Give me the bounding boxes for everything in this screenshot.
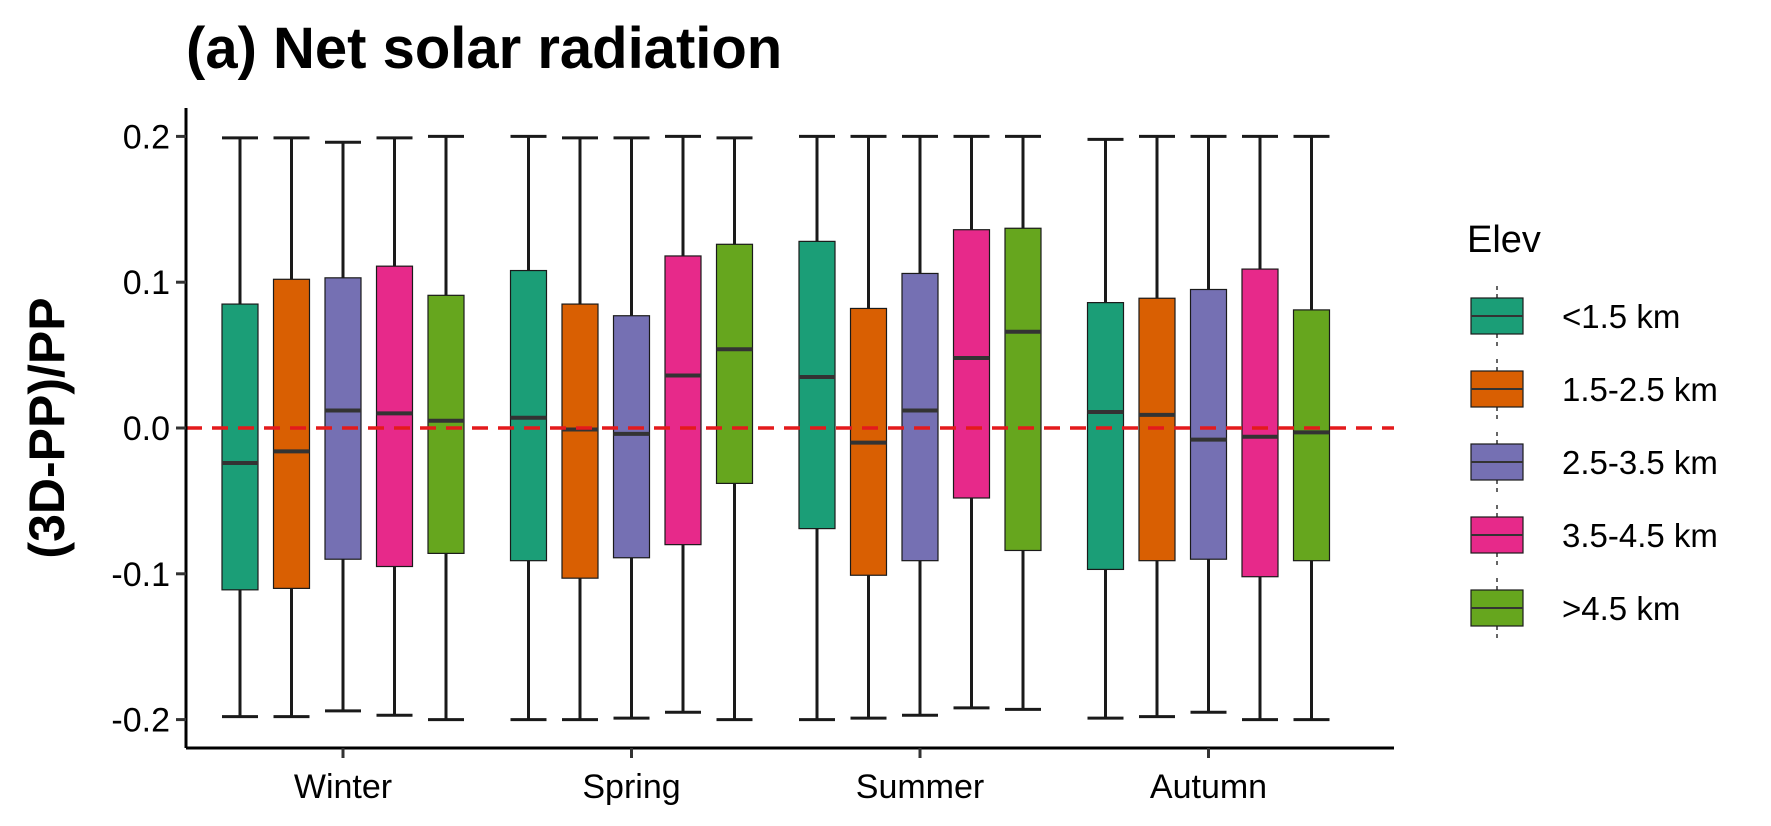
box-summer-3	[952, 134, 991, 710]
box-iqr	[901, 272, 939, 562]
box-autumn-4	[1292, 134, 1331, 722]
legend-title: Elev	[1467, 219, 1541, 261]
box-iqr	[1004, 227, 1042, 552]
box-iqr	[272, 278, 311, 589]
y-tick-label: 0.0	[123, 410, 170, 448]
x-tick-label-spring: Spring	[582, 768, 680, 806]
y-axis-label: (3D-PP)/PP	[19, 297, 75, 558]
box-spring-0	[509, 134, 548, 722]
box-summer-2	[901, 134, 939, 717]
box-autumn-0	[1086, 137, 1125, 720]
legend: Elev <1.5 km 1.5-2.5 km 2.5-3.5 km 3.5-4.5 k…	[1467, 219, 1718, 638]
box-autumn-2	[1189, 134, 1228, 714]
box-iqr	[509, 269, 548, 562]
x-tick-label-autumn: Autumn	[1150, 768, 1267, 806]
legend-label: <1.5 km	[1562, 298, 1680, 335]
box-iqr	[1292, 309, 1331, 562]
y-tick-label: 0.2	[123, 118, 170, 156]
x-tick-label-summer: Summer	[856, 768, 984, 806]
legend-item-3: 3.5-4.5 km	[1470, 505, 1718, 565]
box-iqr	[324, 277, 362, 560]
box-winter-2	[324, 140, 362, 713]
box-iqr	[715, 243, 754, 485]
box-summer-0	[798, 134, 836, 722]
box-spring-3	[664, 134, 702, 714]
legend-label: 2.5-3.5 km	[1562, 444, 1718, 481]
box-iqr	[664, 255, 702, 546]
box-iqr	[1241, 268, 1279, 578]
box-winter-0	[221, 136, 259, 719]
box-iqr	[612, 315, 651, 559]
box-iqr	[561, 303, 599, 579]
box-summer-1	[849, 134, 888, 720]
box-winter-3	[375, 136, 414, 717]
chart-title: (a) Net solar radiation	[186, 16, 782, 81]
box-spring-2	[612, 136, 651, 720]
box-iqr	[798, 240, 836, 530]
legend-item-1: 1.5-2.5 km	[1470, 359, 1718, 419]
axes: -0.2 -0.1 0.0 0.1 0.2 Winter Spring Summer Autum…	[111, 108, 1394, 806]
box-summer-4	[1004, 134, 1042, 711]
y-tick-label: -0.2	[111, 702, 170, 740]
box-iqr	[1086, 302, 1125, 571]
legend-label: >4.5 km	[1562, 590, 1680, 627]
box-iqr	[952, 229, 991, 499]
y-tick-label: -0.1	[111, 556, 170, 594]
legend-label: 1.5-2.5 km	[1562, 371, 1718, 408]
box-spring-4	[715, 136, 754, 722]
legend-item-2: 2.5-3.5 km	[1470, 432, 1718, 492]
box-winter-4	[427, 134, 465, 722]
box-iqr	[221, 303, 259, 591]
box-autumn-3	[1241, 134, 1279, 722]
box-iqr	[375, 265, 414, 568]
box-iqr	[427, 294, 465, 554]
legend-item-4: >4.5 km	[1470, 578, 1680, 638]
box-iqr	[1189, 288, 1228, 560]
box-spring-1	[561, 136, 599, 722]
y-tick-label: 0.1	[123, 264, 170, 302]
box-winter-1	[272, 136, 311, 719]
plot-area	[186, 134, 1394, 722]
legend-label: 3.5-4.5 km	[1562, 517, 1718, 554]
x-tick-label-winter: Winter	[294, 768, 392, 806]
legend-item-0: <1.5 km	[1470, 286, 1680, 346]
